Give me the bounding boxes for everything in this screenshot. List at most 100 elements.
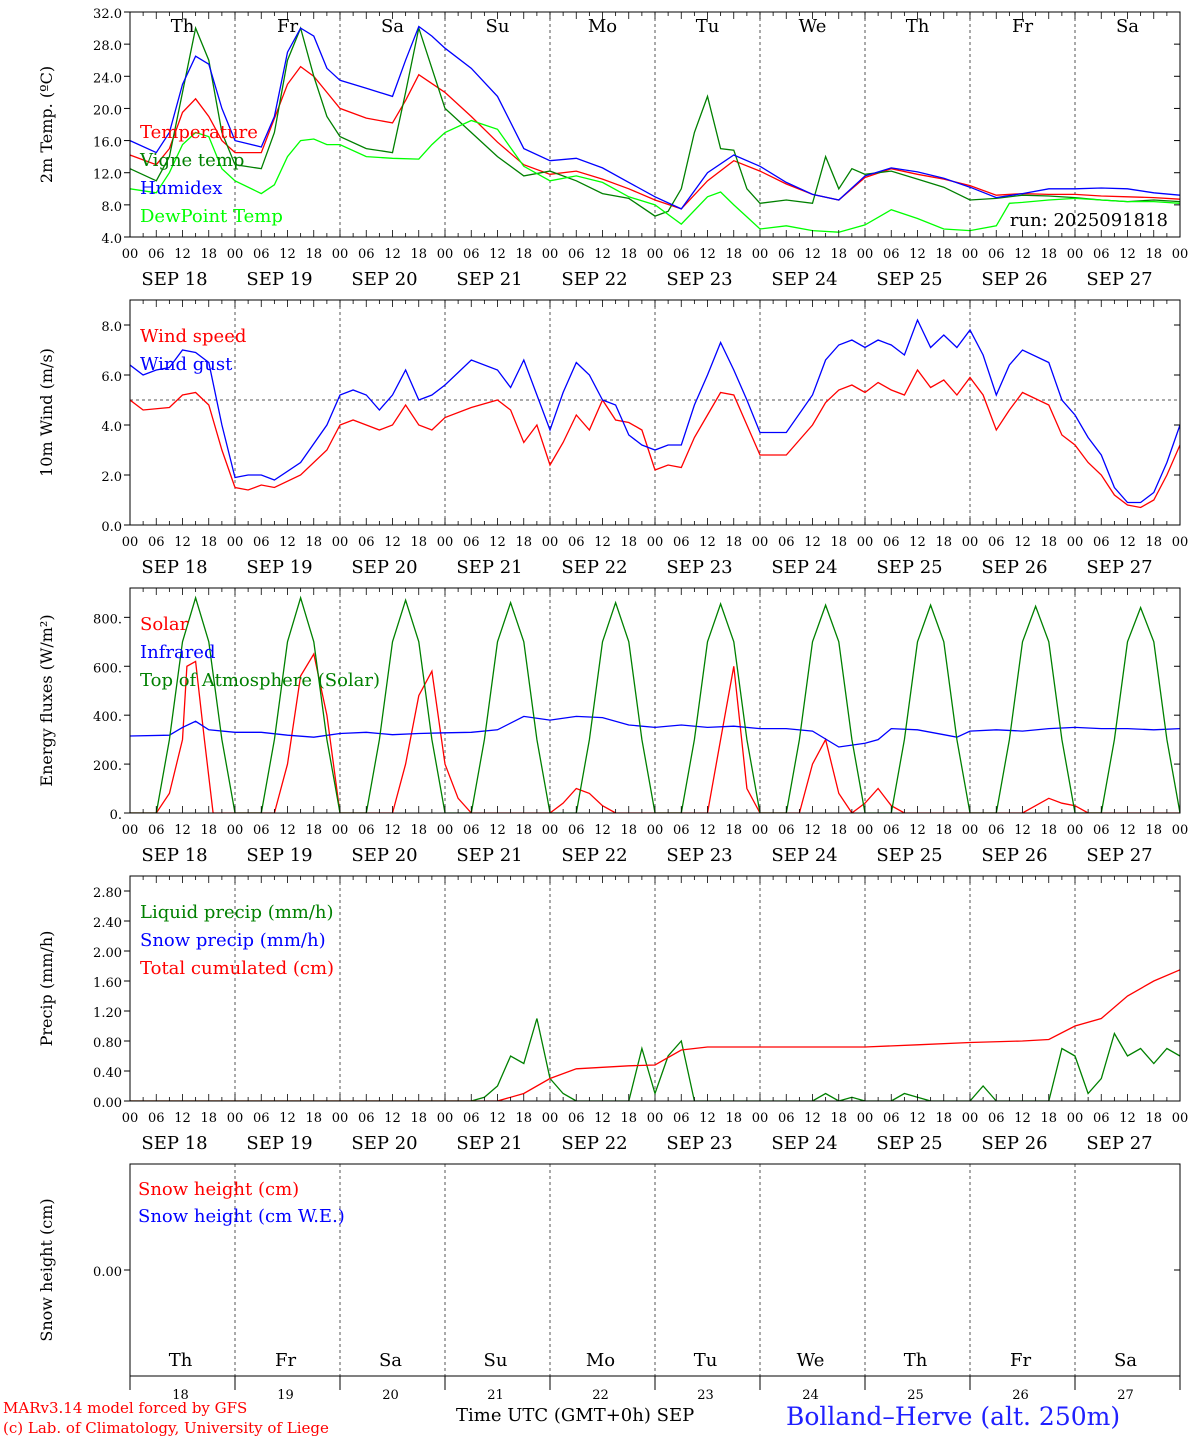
hour-tick-label: 12 (1119, 535, 1136, 550)
hour-tick-label: 18 (830, 247, 847, 262)
date-label: SEP 19 (246, 845, 312, 866)
date-label: SEP 18 (141, 845, 207, 866)
hour-tick-label: 00 (1067, 823, 1084, 838)
hour-tick-label: 06 (673, 1111, 690, 1126)
hour-tick-label: 06 (463, 1111, 480, 1126)
hour-tick-label: 12 (384, 823, 401, 838)
y-tick-label: 800. (93, 612, 122, 627)
hour-tick-label: 00 (332, 247, 349, 262)
hour-tick-label: 06 (253, 247, 270, 262)
hour-tick-label: 12 (594, 535, 611, 550)
hour-tick-label: 06 (568, 247, 585, 262)
hour-tick-label: 00 (752, 823, 769, 838)
day-name-label: Sa (1114, 1350, 1137, 1371)
hour-tick-label: 18 (200, 247, 217, 262)
hour-tick-label: 18 (410, 823, 427, 838)
y-tick-label: 0.00 (93, 1265, 122, 1280)
hour-tick-label: 00 (647, 1111, 664, 1126)
hour-tick-label: 00 (962, 535, 979, 550)
y-tick-label: 4.0 (101, 232, 122, 247)
hour-tick-label: 12 (279, 823, 296, 838)
panel-frame (129, 11, 1181, 238)
date-label: SEP 27 (1086, 1133, 1152, 1154)
hour-tick-label: 06 (883, 247, 900, 262)
hour-tick-label: 06 (358, 247, 375, 262)
hour-tick-label: 00 (122, 1111, 139, 1126)
series-total-cumulated-cm- (130, 969, 1180, 1101)
hour-tick-label: 18 (935, 1111, 952, 1126)
hour-tick-label: 12 (699, 535, 716, 550)
y-tick-label: 16.0 (93, 136, 122, 151)
hour-tick-label: 12 (279, 1111, 296, 1126)
day-name-label: We (797, 1350, 825, 1371)
date-label: SEP 19 (246, 557, 312, 578)
day-number-label: 21 (487, 1388, 504, 1403)
day-name-label: Mo (586, 1350, 615, 1371)
y-tick-label: 12.0 (93, 168, 122, 183)
hour-tick-label: 00 (1067, 1111, 1084, 1126)
hour-tick-label: 18 (725, 823, 742, 838)
hour-tick-label: 00 (437, 247, 454, 262)
hour-tick-label: 12 (804, 535, 821, 550)
hour-tick-label: 12 (594, 247, 611, 262)
hour-tick-label: 12 (594, 823, 611, 838)
hour-tick-label: 18 (515, 1111, 532, 1126)
day-number-label: 26 (1012, 1388, 1029, 1403)
hour-tick-label: 00 (752, 247, 769, 262)
y-tick-label: 0.0 (101, 520, 122, 535)
series-top-of-atmosphere-solar- (130, 595, 1180, 813)
date-label: SEP 23 (666, 557, 732, 578)
hour-tick-label: 12 (1014, 1111, 1031, 1126)
hour-tick-label: 06 (463, 823, 480, 838)
hour-tick-label: 12 (909, 535, 926, 550)
hour-tick-label: 18 (515, 823, 532, 838)
day-name-label: Tu (696, 16, 720, 37)
date-label: SEP 22 (561, 1133, 627, 1154)
date-label: SEP 25 (876, 269, 942, 290)
series-solar (130, 652, 1180, 813)
hour-tick-label: 06 (778, 535, 795, 550)
hour-tick-label: 12 (384, 247, 401, 262)
y-tick-label: 4.0 (101, 420, 122, 435)
hour-tick-label: 12 (279, 535, 296, 550)
day-name-label: Fr (277, 16, 298, 37)
day-name-label: Fr (275, 1350, 296, 1371)
hour-tick-label: 12 (1014, 535, 1031, 550)
date-label: SEP 24 (771, 845, 837, 866)
date-label: SEP 20 (351, 845, 417, 866)
day-name-label: Fr (1010, 1350, 1031, 1371)
hour-tick-label: 18 (1145, 1111, 1162, 1126)
hour-tick-label: 00 (647, 535, 664, 550)
date-label: SEP 24 (771, 269, 837, 290)
hour-tick-label: 06 (883, 1111, 900, 1126)
y-tick-label: 0.80 (93, 1036, 122, 1051)
hour-tick-label: 06 (778, 1111, 795, 1126)
y-axis-label: Snow height (cm) (37, 1198, 56, 1341)
hour-tick-label: 12 (489, 823, 506, 838)
hour-tick-label: 06 (988, 823, 1005, 838)
hour-tick-label: 18 (305, 1111, 322, 1126)
hour-tick-label: 00 (227, 535, 244, 550)
hour-tick-label: 12 (1014, 823, 1031, 838)
hour-tick-label: 18 (935, 535, 952, 550)
hour-tick-label: 12 (804, 247, 821, 262)
y-tick-label: 8.0 (101, 320, 122, 335)
hour-tick-label: 18 (935, 247, 952, 262)
hour-tick-label: 12 (1119, 1111, 1136, 1126)
hour-tick-label: 18 (410, 1111, 427, 1126)
y-tick-label: 1.20 (93, 1006, 122, 1021)
date-label: SEP 20 (351, 557, 417, 578)
hour-tick-label: 18 (1040, 247, 1057, 262)
y-tick-label: 400. (93, 710, 122, 725)
hour-tick-label: 18 (725, 247, 742, 262)
date-label: SEP 26 (981, 1133, 1047, 1154)
date-label: SEP 26 (981, 557, 1047, 578)
y-tick-label: 0. (110, 808, 122, 823)
day-name-label: Su (484, 1350, 508, 1371)
hour-tick-label: 06 (148, 823, 165, 838)
y-axis-label: 2m Temp. (ºC) (37, 66, 56, 183)
y-tick-label: 20.0 (93, 103, 122, 118)
hour-tick-label: 18 (515, 535, 532, 550)
hour-tick-label: 00 (437, 535, 454, 550)
hour-tick-label: 12 (489, 535, 506, 550)
